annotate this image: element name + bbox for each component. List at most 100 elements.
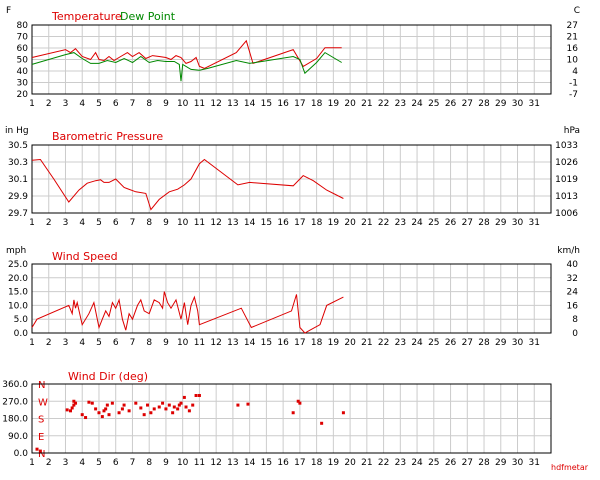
pres-xtick-label: 23: [395, 218, 406, 228]
dir-point: [127, 409, 131, 413]
wind-xtick-label: 4: [79, 338, 85, 348]
pres-right-tick-label: 1019: [555, 175, 578, 185]
wind-xtick-label: 21: [361, 338, 372, 348]
pres-ytick-label: 30.3: [8, 158, 28, 168]
wind-xtick-label: 17: [294, 338, 305, 348]
temp-xtick-label: 26: [445, 99, 457, 109]
dir-point: [184, 405, 188, 409]
pres-xtick-label: 18: [311, 218, 323, 228]
dir-ytick-label: 180.0: [2, 415, 28, 425]
temp-xtick-label: 31: [529, 99, 540, 109]
wind-xtick-label: 24: [411, 338, 423, 348]
pres-xtick-label: 14: [244, 218, 256, 228]
dir-point: [152, 407, 156, 411]
pres-xtick-label: 1: [29, 218, 35, 228]
wind-plot-frame: [31, 263, 552, 334]
dir-xtick-label: 23: [395, 458, 406, 468]
temp-right-tick-label: 27: [567, 21, 578, 31]
dir-point: [197, 394, 201, 397]
temp-xtick-label: 2: [46, 99, 52, 109]
temp-ytick-label: 70: [17, 33, 29, 43]
temp-right-unit: C: [574, 6, 580, 16]
wind-xtick-label: 20: [344, 338, 356, 348]
dir-ytick-label: 90.0: [8, 432, 28, 442]
temp-xtick-label: 8: [146, 99, 152, 109]
dir-xtick-label: 7: [130, 458, 136, 468]
temp-xtick-label: 27: [462, 99, 473, 109]
temp-series-line-1: [31, 51, 342, 82]
pres-ytick-label: 30.1: [8, 175, 28, 185]
dir-xtick-label: 10: [177, 458, 189, 468]
dir-point: [87, 400, 91, 404]
wind-xtick-label: 27: [462, 338, 473, 348]
wind-left-unit: mph: [6, 246, 26, 256]
dir-xtick-label: 30: [512, 458, 524, 468]
wind-right-tick-label: 16: [567, 301, 579, 311]
temp-xtick-label: 18: [311, 99, 323, 109]
temp-right-tick-label: 4: [572, 67, 578, 77]
dir-xtick-label: 28: [478, 458, 490, 468]
dir-point: [191, 403, 195, 407]
wind-ytick-label: 10.0: [8, 301, 28, 311]
wind-right-tick-label: 24: [567, 288, 579, 298]
dir-xtick-label: 25: [428, 458, 439, 468]
wind-xtick-label: 16: [277, 338, 289, 348]
pres-title: Barometric Pressure: [52, 130, 163, 143]
dir-point: [298, 401, 302, 405]
pres-xtick-label: 11: [194, 218, 205, 228]
wind-xtick-label: 6: [113, 338, 119, 348]
temp-xtick-label: 5: [96, 99, 102, 109]
dir-xtick-label: 29: [495, 458, 507, 468]
dir-point: [117, 411, 121, 415]
dir-point: [172, 405, 176, 409]
wind-xtick-label: 11: [194, 338, 205, 348]
pres-right-tick-label: 1006: [555, 209, 578, 219]
wind-xtick-label: 12: [210, 338, 221, 348]
pres-xtick-label: 30: [512, 218, 524, 228]
dir-point: [69, 409, 73, 413]
dir-xtick-label: 9: [163, 458, 169, 468]
pres-xtick-label: 28: [478, 218, 490, 228]
dir-compass-label: E: [38, 432, 44, 443]
pres-xtick-label: 3: [63, 218, 69, 228]
pres-right-tick-label: 1013: [555, 192, 578, 202]
wind-xtick-label: 18: [311, 338, 323, 348]
pres-xtick-label: 19: [328, 218, 340, 228]
wind-ytick-label: 25.0: [8, 260, 28, 270]
pres-xtick-label: 29: [495, 218, 507, 228]
temp-xtick-label: 6: [113, 99, 119, 109]
pres-ytick-label: 29.9: [8, 192, 28, 202]
pres-xtick-label: 25: [428, 218, 439, 228]
pres-series-line-0: [31, 158, 344, 211]
temp-plot-border: [31, 24, 552, 95]
dir-xtick-label: 8: [146, 458, 152, 468]
wind-xtick-label: 15: [261, 338, 272, 348]
dir-point: [35, 447, 39, 451]
dir-point: [179, 401, 183, 405]
dir-xtick-label: 16: [277, 458, 289, 468]
wind-xtick-label: 26: [445, 338, 457, 348]
dir-xtick-label: 2: [46, 458, 52, 468]
temp-xtick-label: 13: [227, 99, 238, 109]
temp-ytick-label: 50: [17, 56, 29, 66]
temp-title-secondary: Dew Point: [120, 10, 176, 23]
dir-xtick-label: 31: [529, 458, 540, 468]
pres-left-unit: in Hg: [5, 126, 29, 136]
pres-xtick-label: 15: [261, 218, 272, 228]
dir-point: [142, 413, 146, 417]
temp-xtick-label: 19: [328, 99, 340, 109]
dir-ytick-label: 270.0: [2, 397, 28, 407]
dir-point: [134, 401, 138, 405]
dir-ytick-label: 360.0: [2, 380, 28, 390]
pres-xtick-label: 5: [96, 218, 102, 228]
wind-right-tick-label: 0: [572, 329, 578, 339]
pres-xtick-label: 8: [146, 218, 152, 228]
pres-ytick-label: 29.7: [8, 209, 28, 219]
temp-xtick-label: 24: [411, 99, 423, 109]
dir-point: [341, 411, 345, 415]
dir-xtick-label: 1: [29, 458, 35, 468]
temp-right-tick-label: -1: [569, 79, 578, 89]
dir-xtick-label: 21: [361, 458, 372, 468]
